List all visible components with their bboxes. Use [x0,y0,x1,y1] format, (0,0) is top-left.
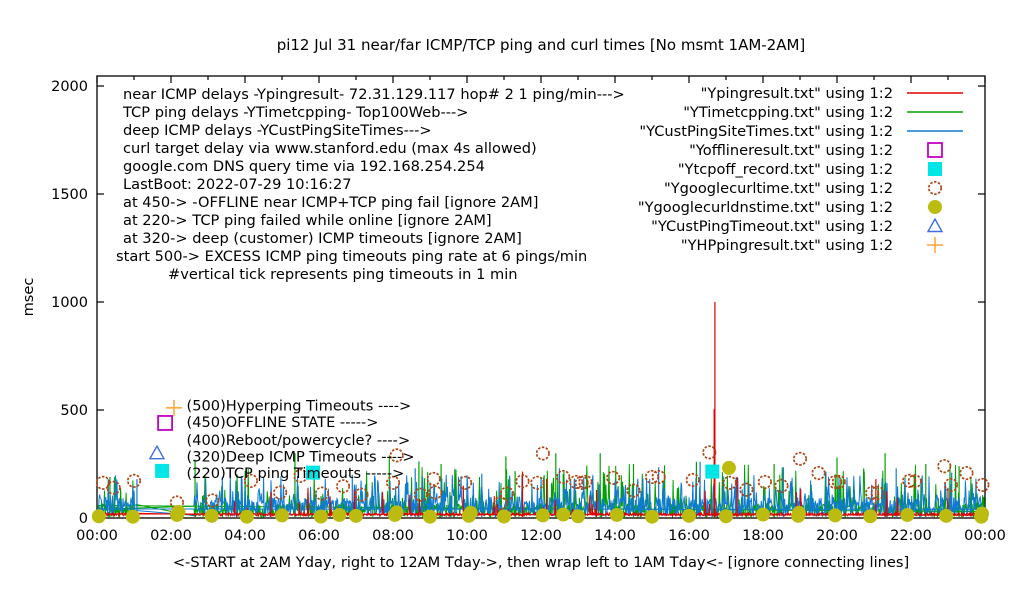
y-tick-label: 0 [79,511,88,527]
x-tick-label: 08:00 [372,528,414,544]
x-tick-label: 12:00 [520,528,562,544]
legend-label: "Ypingresult.txt" using 1:2 [701,85,893,102]
legend-label: "YCustPingSiteTimes.txt" using 1:2 [639,123,893,140]
y-tick-label: 2000 [51,79,88,95]
legend: "Ypingresult.txt" using 1:2 "YTimetcpping… [638,85,963,254]
legend-label: "Ygooglecurltime.txt" using 1:2 [664,180,893,197]
x-tick-label: 00:00 [964,528,1006,544]
legend-label: "Ytcpoff_record.txt" using 1:2 [678,161,893,178]
x-tick-label: 10:00 [446,528,488,544]
series-Ytcpoff_record [306,464,720,480]
y-tick-label: 1000 [51,295,88,311]
x-tick-label: 16:00 [668,528,710,544]
x-tick-label: 20:00 [816,528,858,544]
x-axis-label: <-START at 2AM Yday, right to 12AM Tday-… [173,554,909,571]
info-text-block: near ICMP delays -Ypingresult- 72.31.129… [116,86,625,283]
annotation-label: (400)Reboot/powercycle? ----> [187,432,411,449]
y-tick-label: 500 [60,403,88,419]
legend-label: "Yofflineresult.txt" using 1:2 [689,142,893,159]
annotation-label: (450)OFFLINE STATE -----> [187,414,379,431]
series-Ygooglecurltime [95,445,990,511]
annotation-label: (500)Hyperping Timeouts ----> [187,397,412,414]
info-line: curl target delay via www.stanford.edu (… [123,140,537,157]
x-tick-label: 04:00 [224,528,266,544]
plot-area: 0 500 1000 1500 2000 00:00 02:00 04:00 06:00 08:0… [51,75,1006,544]
x-tick-label: 00:00 [76,528,118,544]
info-line: start 500-> EXCESS ICMP ping timeouts pi… [116,248,587,265]
legend-label: "Ygooglecurldnstime.txt" using 1:2 [638,199,893,216]
annotation-label: (320)Deep ICMP Timeouts ----> [187,448,415,465]
legend-label: "YTimetcpping.txt" using 1:2 [683,104,893,121]
info-line: google.com DNS query time via 192.168.25… [123,158,485,175]
x-tick-labels: 00:00 02:00 04:00 06:00 08:00 10:00 12:00 14:00… [76,528,1006,544]
info-line: #vertical tick represents ping timeouts … [168,266,518,283]
legend-label: "YHPpingresult.txt" using 1:2 [681,237,893,254]
chart-title: pi12 Jul 31 near/far ICMP/TCP ping and c… [277,36,806,54]
annotations: (500)Hyperping Timeouts ---->(450)OFFLIN… [148,397,415,482]
info-line: at 450-> -OFFLINE near ICMP+TCP ping fai… [123,194,538,211]
x-tick-label: 02:00 [150,528,192,544]
info-line: deep ICMP delays -YCustPingSiteTimes---> [123,122,432,139]
legend-label: "YCustPingTimeout.txt" using 1:2 [651,218,893,235]
x-tick-label: 22:00 [890,528,932,544]
info-line: TCP ping delays -YTimetcpping- Top100Web… [122,104,469,121]
y-tick-label: 1500 [51,187,88,203]
info-line: LastBoot: 2022-07-29 10:16:27 [123,176,352,193]
x-tick-label: 14:00 [594,528,636,544]
y-axis-label: msec [20,278,37,317]
info-line: at 220-> TCP ping failed while online [i… [123,212,492,229]
annotation-label: (220)TCP ping Timeouts -----> [187,465,405,482]
info-line: near ICMP delays -Ypingresult- 72.31.129… [123,86,625,103]
info-line: at 320-> deep (customer) ICMP timeouts [… [123,230,522,247]
series-Ygooglecurldnstime [91,460,990,524]
x-tick-label: 18:00 [742,528,784,544]
x-tick-label: 06:00 [298,528,340,544]
